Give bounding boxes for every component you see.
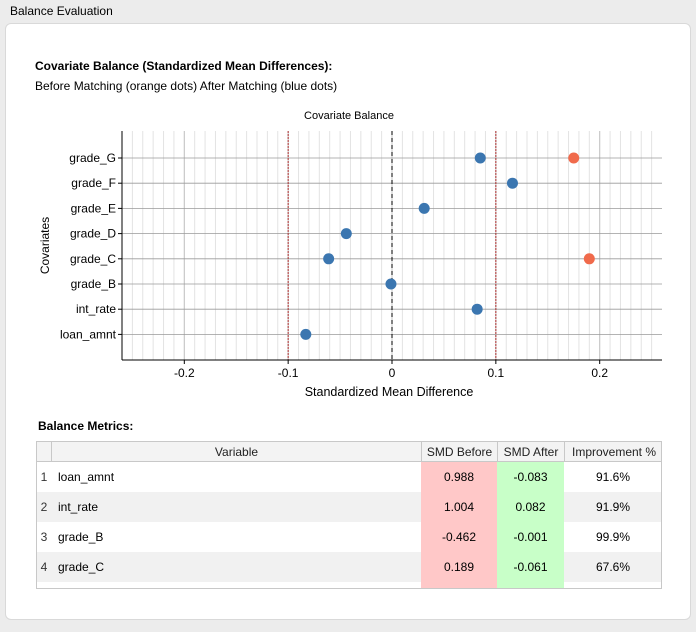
- after-matching-point: [323, 253, 335, 265]
- metrics-label: Balance Metrics:: [38, 419, 134, 433]
- x-tick-label: -0.1: [278, 366, 299, 380]
- cell-smd-after: -0.083: [497, 462, 564, 492]
- after-matching-point: [340, 228, 352, 240]
- y-tick-label: grade_G: [69, 151, 116, 165]
- row-number: 3: [40, 530, 48, 544]
- column-header-smd-before[interactable]: SMD Before: [421, 442, 497, 462]
- y-tick-label: loan_amnt: [60, 327, 117, 341]
- y-tick-label: grade_D: [70, 227, 116, 241]
- window-title: Balance Evaluation: [10, 4, 113, 18]
- after-matching-point: [506, 177, 518, 189]
- balance-metrics-table[interactable]: Variable SMD Before SMD After Improvemen…: [36, 441, 662, 589]
- table-row-partial[interactable]: [37, 582, 661, 588]
- cell-improvement: 67.6%: [595, 560, 631, 574]
- cell-variable: int_rate: [58, 500, 99, 514]
- cell-smd-before: 0.988: [421, 462, 497, 492]
- row-number: 1: [40, 470, 48, 484]
- x-tick-label: 0: [389, 366, 396, 380]
- column-header-variable[interactable]: Variable: [51, 442, 421, 462]
- cell-smd-before: 0.189: [421, 552, 497, 582]
- cell-variable: grade_C: [58, 560, 105, 574]
- y-tick-label: grade_E: [71, 201, 116, 215]
- x-tick-label: 0.1: [488, 366, 505, 380]
- cell-improvement: 91.9%: [595, 500, 631, 514]
- y-axis-title: Covariates: [38, 217, 52, 274]
- cell-variable: grade_B: [58, 530, 104, 544]
- before-matching-point: [568, 152, 580, 164]
- cell-smd-after: 0.082: [497, 492, 564, 522]
- cell-smd-before: 1.004: [421, 492, 497, 522]
- chart-title: Covariate Balance: [304, 110, 394, 122]
- after-matching-point: [418, 202, 430, 214]
- x-axis-title: Standardized Mean Difference: [305, 385, 474, 399]
- y-tick-label: grade_C: [70, 252, 116, 266]
- balance-heading: Covariate Balance (Standardized Mean Dif…: [35, 59, 333, 73]
- table-row[interactable]: 1 loan_amnt 0.988 -0.083 91.6%: [37, 462, 661, 492]
- table-header: Variable SMD Before SMD After Improvemen…: [37, 442, 661, 462]
- cell-smd-after: -0.061: [497, 552, 564, 582]
- cell-smd-before: [421, 582, 497, 588]
- after-matching-point: [471, 303, 483, 315]
- before-matching-point: [583, 253, 595, 265]
- x-tick-label: -0.2: [174, 366, 195, 380]
- after-matching-point: [300, 328, 312, 340]
- cell-smd-before: -0.462: [421, 522, 497, 552]
- table-row[interactable]: 4 grade_C 0.189 -0.061 67.6%: [37, 552, 661, 582]
- row-number: 4: [40, 560, 48, 574]
- table-row[interactable]: 3 grade_B -0.462 -0.001 99.9%: [37, 522, 661, 552]
- column-header-smd-after[interactable]: SMD After: [497, 442, 564, 462]
- window-titlebar: Balance Evaluation: [0, 0, 696, 22]
- balance-panel: Covariate Balance (Standardized Mean Dif…: [5, 23, 691, 620]
- cell-improvement: 91.6%: [595, 470, 631, 484]
- column-header-improvement[interactable]: Improvement %: [564, 442, 661, 462]
- balance-subheading: Before Matching (orange dots) After Matc…: [35, 79, 338, 93]
- row-number: 2: [40, 500, 48, 514]
- x-tick-label: 0.2: [591, 366, 608, 380]
- covariate-balance-chart: grade_G grade_F grade_E grade_D grade_Cgrade…: [38, 131, 662, 399]
- after-matching-point: [474, 152, 486, 164]
- cell-smd-after: [497, 582, 564, 588]
- cell-smd-after: -0.001: [497, 522, 564, 552]
- cell-variable: loan_amnt: [58, 470, 115, 484]
- table-row[interactable]: 2 int_rate 1.004 0.082 91.9%: [37, 492, 661, 522]
- after-matching-point: [385, 278, 397, 290]
- cell-improvement: 99.9%: [595, 530, 631, 544]
- y-tick-label: int_rate: [76, 302, 116, 316]
- y-tick-label: grade_F: [71, 176, 116, 190]
- y-tick-label: grade_B: [71, 277, 116, 291]
